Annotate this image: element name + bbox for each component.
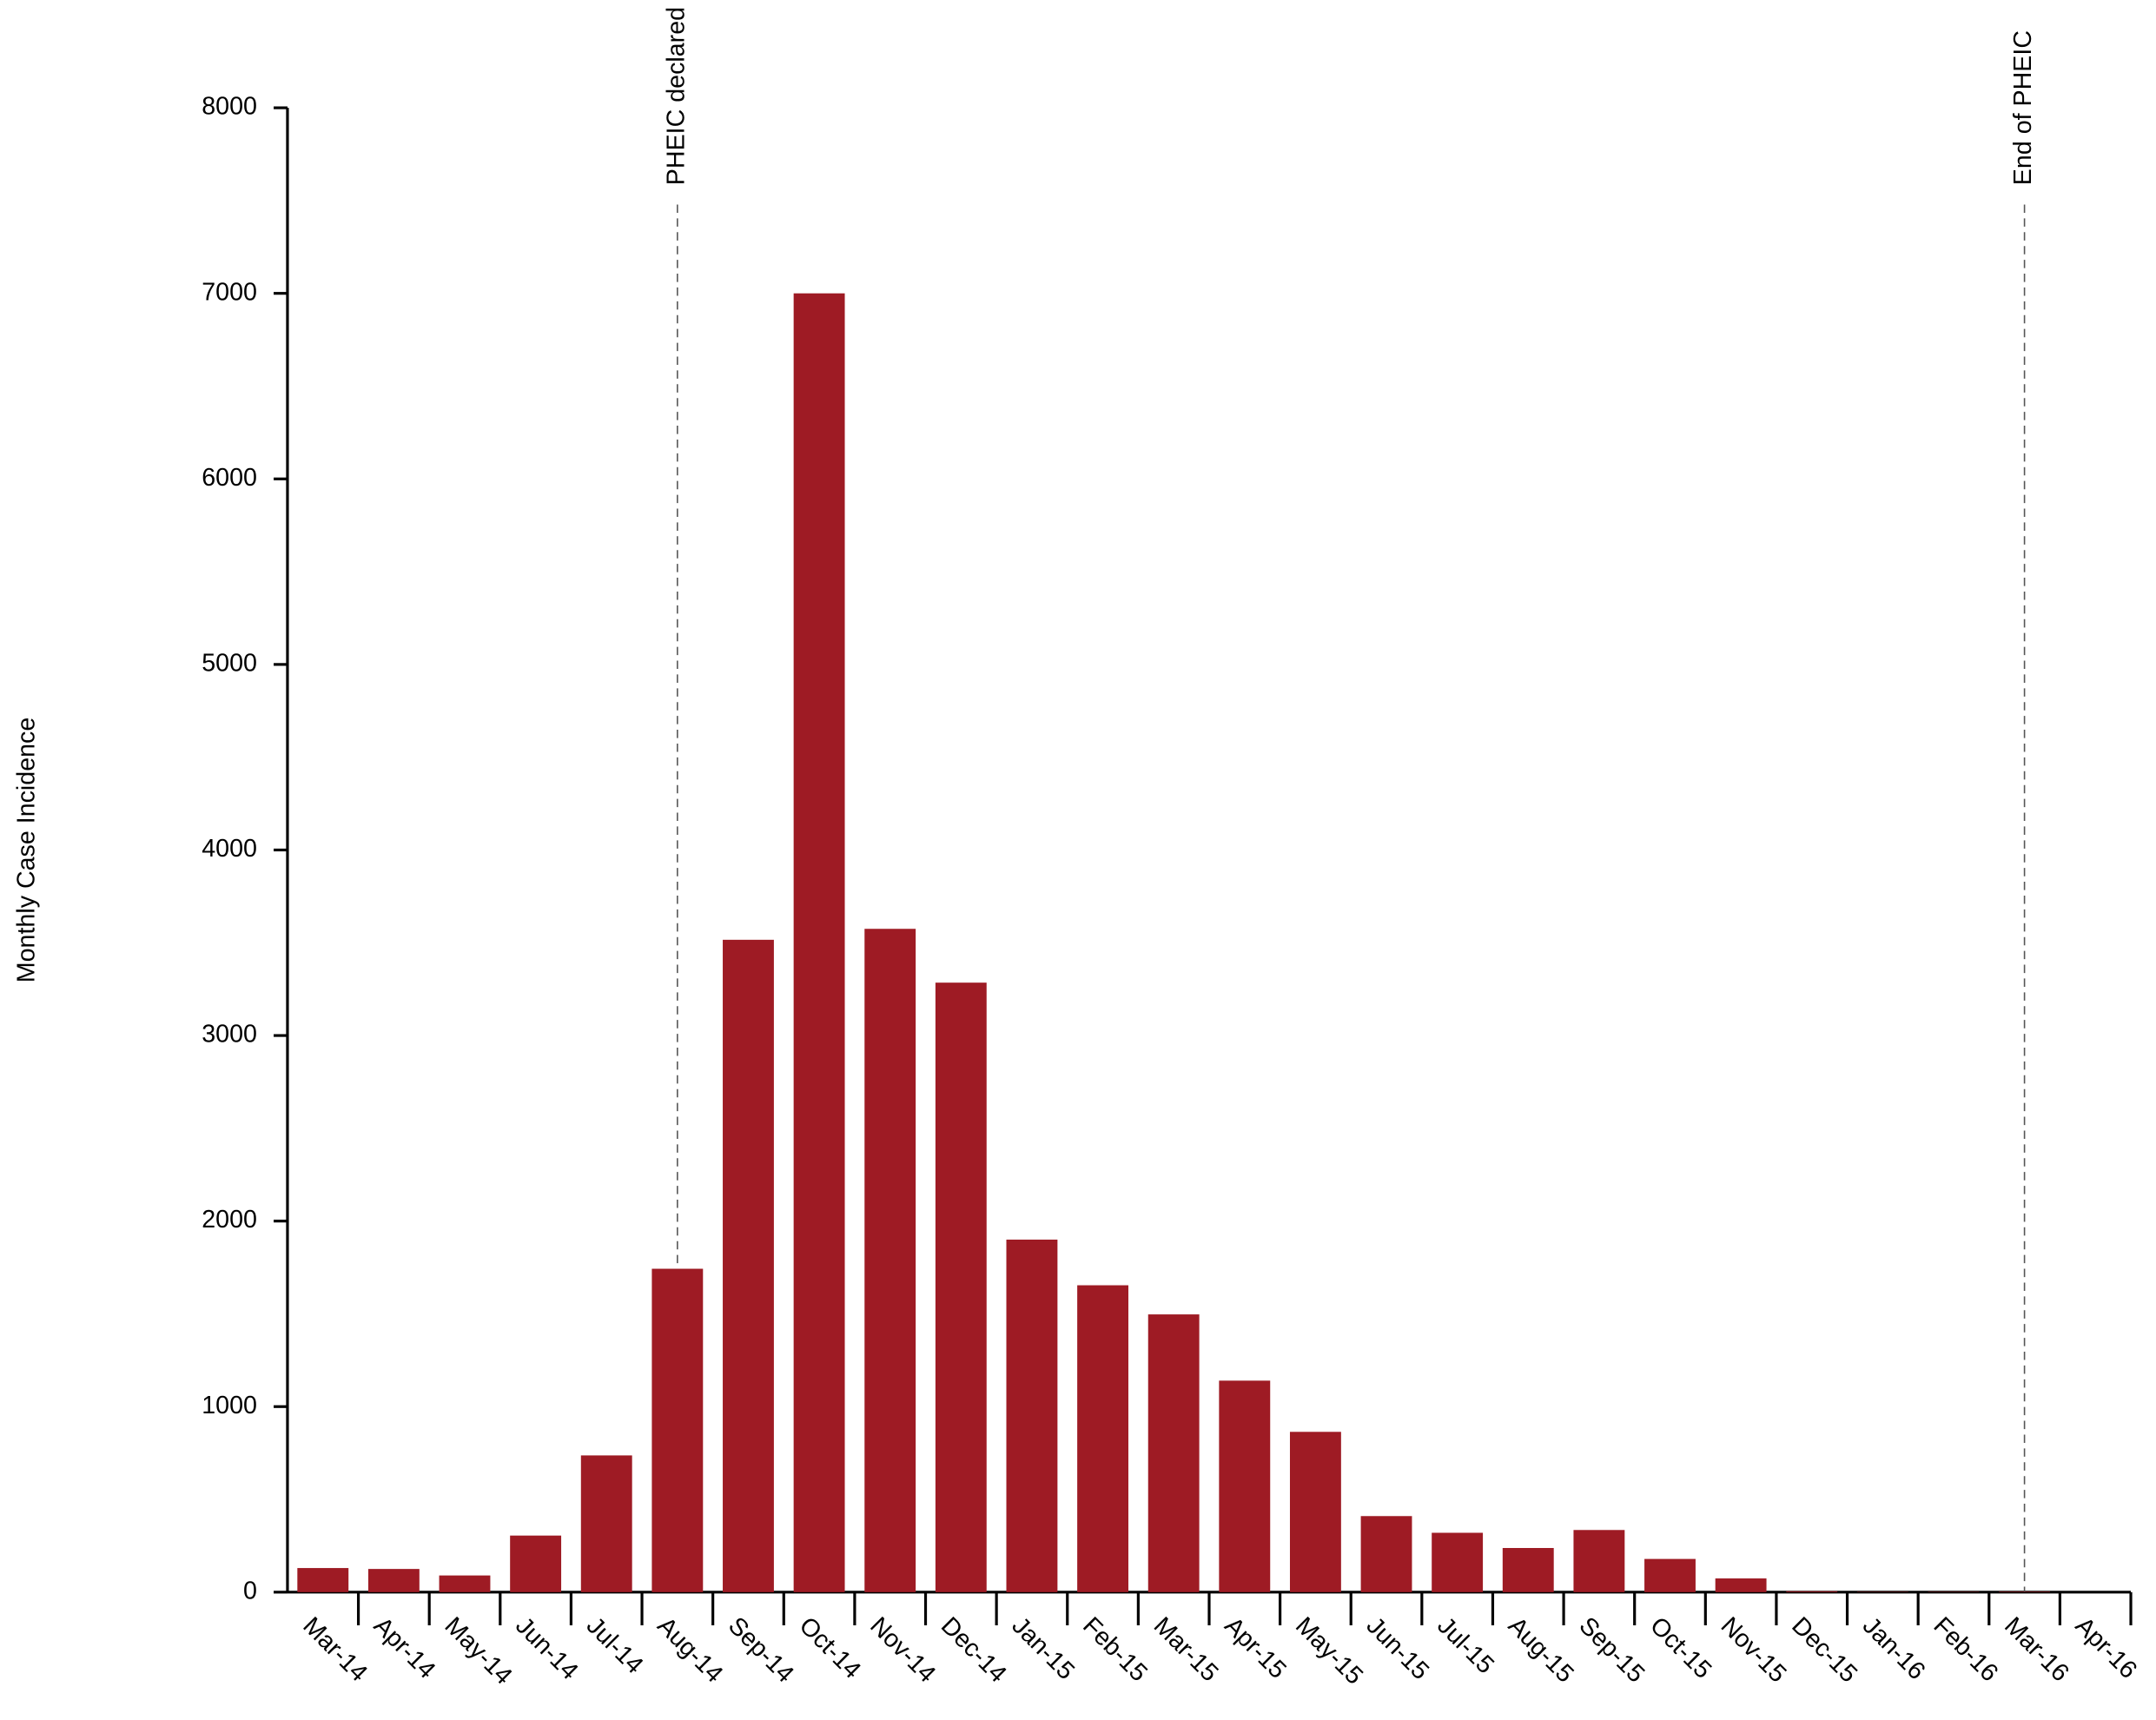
bar [439, 1575, 491, 1592]
y-tick-label: 8000 [202, 93, 257, 121]
bar [1006, 1240, 1058, 1592]
x-tick-label: Jun-15 [1361, 1612, 1435, 1686]
bar [1147, 1314, 1200, 1592]
bar [864, 929, 916, 1592]
bar [935, 982, 987, 1592]
annotation-text: End of PHEIC [2009, 30, 2037, 185]
y-tick-label: 1000 [202, 1392, 257, 1419]
bar [1999, 1591, 2051, 1592]
x-tick-label: Dec-15 [1786, 1612, 1862, 1689]
bar [1360, 1516, 1412, 1592]
bar [580, 1455, 632, 1592]
y-tick-label: 0 [243, 1577, 257, 1604]
y-tick-label: 5000 [202, 649, 257, 677]
x-tick-label: Jun-14 [510, 1612, 584, 1686]
x-tick-label: Dec-14 [936, 1612, 1012, 1689]
y-tick-label: 3000 [202, 1021, 257, 1049]
bar [793, 293, 845, 1592]
bar [297, 1568, 349, 1592]
bar [723, 939, 774, 1592]
y-tick-label: 7000 [202, 278, 257, 306]
x-tick-label: Sep-15 [1573, 1612, 1650, 1689]
bar [651, 1268, 704, 1592]
x-tick-label: Mar-14 [297, 1612, 373, 1688]
y-tick-label: 4000 [202, 835, 257, 863]
x-tick-label: Aug-14 [651, 1612, 728, 1689]
x-tick-label: Aug-15 [1503, 1612, 1579, 1689]
annotation-text: PHEIC declared [662, 7, 690, 185]
x-tick-label: Feb-15 [1077, 1612, 1153, 1688]
bar [1432, 1532, 1484, 1592]
x-tick-label: Mar-16 [1999, 1612, 2074, 1688]
y-tick-label: 6000 [202, 464, 257, 492]
bar [1715, 1578, 1767, 1592]
x-tick-label: Jan-15 [1007, 1612, 1081, 1686]
x-tick-label: May-15 [1290, 1612, 1368, 1690]
x-tick-label: Sep-14 [723, 1612, 799, 1689]
x-tick-label: Jan-16 [1857, 1612, 1931, 1686]
bar [1573, 1530, 1625, 1592]
bar [1786, 1591, 1838, 1592]
bar [1502, 1547, 1554, 1592]
x-tick-label: Nov-14 [864, 1612, 941, 1689]
bar [510, 1535, 562, 1592]
y-axis-label: Monthly Case Incidence [12, 718, 40, 983]
bar [1644, 1558, 1696, 1592]
x-tick-label: Jul-15 [1432, 1612, 1499, 1680]
x-tick-label: Nov-15 [1716, 1612, 1792, 1689]
bar [367, 1569, 420, 1592]
x-tick-label: Feb-16 [1928, 1612, 2004, 1688]
bar [1289, 1432, 1341, 1592]
x-tick-label: Jul-14 [581, 1612, 649, 1680]
bar [1077, 1285, 1128, 1592]
x-tick-label: Mar-15 [1148, 1612, 1224, 1688]
y-tick-label: 2000 [202, 1206, 257, 1234]
bar [1219, 1380, 1271, 1592]
x-tick-label: May-14 [440, 1612, 518, 1690]
